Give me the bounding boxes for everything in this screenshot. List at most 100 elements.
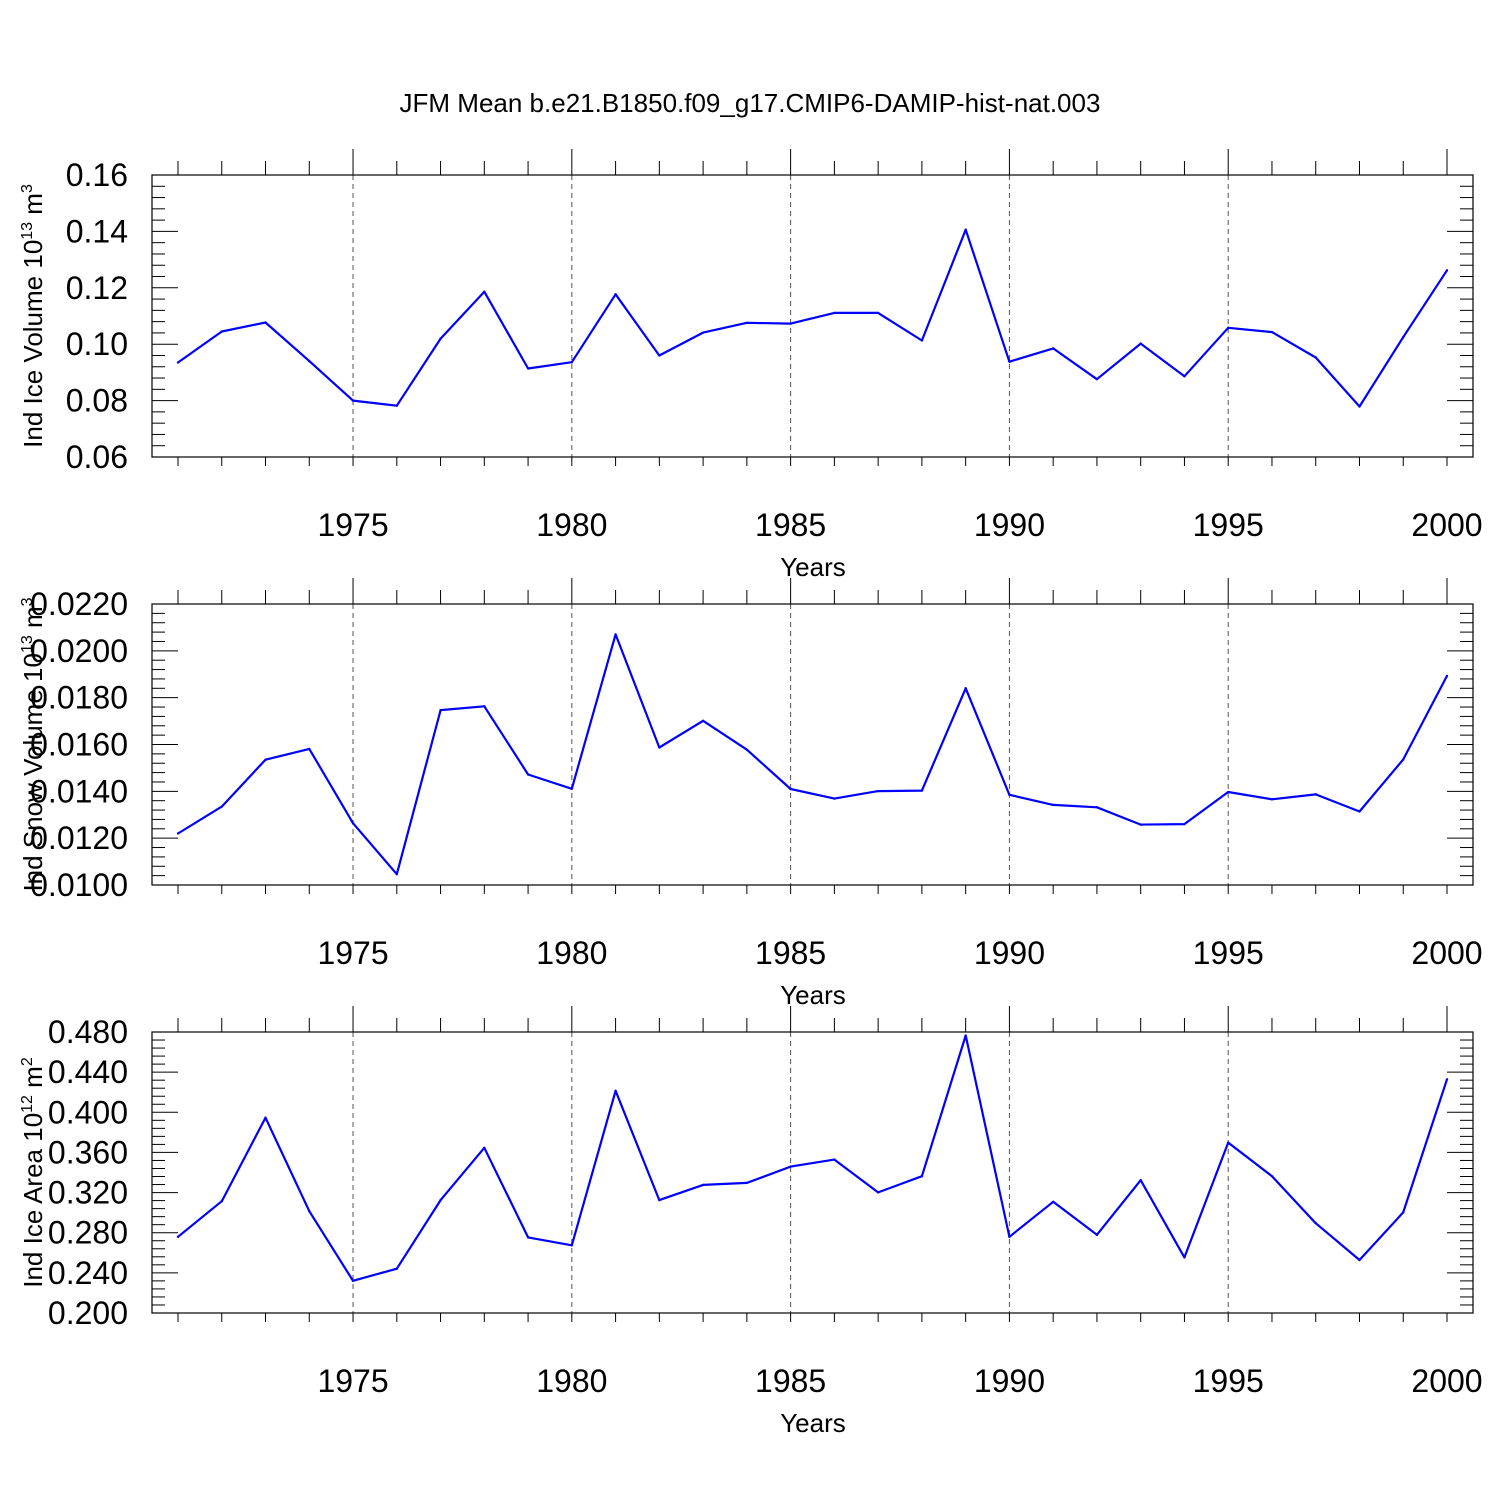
data-point: [789, 1165, 792, 1168]
x-tick-label: 1980: [536, 507, 607, 543]
y-tick-label: 0.0180: [30, 680, 128, 716]
data-point: [351, 399, 355, 402]
data-point: [614, 1089, 617, 1093]
y-tick-label: 0.400: [48, 1094, 128, 1130]
y-tick-label: 0.06: [66, 439, 128, 475]
x-tick-label: 1990: [974, 935, 1045, 971]
x-tick-label: 1990: [974, 507, 1045, 543]
y-tick-label: 0.360: [48, 1134, 128, 1170]
plot-frame: [151, 1031, 1474, 1314]
data-point: [570, 1244, 574, 1247]
data-point: [351, 1279, 355, 1282]
data-point: [701, 331, 705, 334]
data-point: [920, 789, 924, 792]
x-tick-label: 1995: [1193, 507, 1264, 543]
y-tick-label: 0.320: [48, 1175, 128, 1211]
y-tick-label: 0.280: [48, 1215, 128, 1251]
data-point: [876, 789, 880, 793]
data-point: [964, 687, 967, 690]
y-tick-label: 0.0160: [30, 727, 128, 763]
data-point: [1051, 803, 1055, 807]
y-tick-label: 0.12: [66, 270, 128, 306]
x-tick-label: 2000: [1411, 507, 1482, 543]
x-tick-label: 1985: [755, 935, 826, 971]
data-point: [439, 708, 442, 712]
chart-title: JFM Mean b.e21.B1850.f09_g17.CMIP6-DAMIP…: [400, 88, 1101, 118]
y-tick-label: 0.0140: [30, 773, 128, 809]
data-point: [1183, 375, 1186, 378]
data-point: [833, 1158, 836, 1161]
data-point: [483, 290, 486, 293]
data-point: [176, 1235, 180, 1239]
data-point: [1402, 335, 1405, 339]
data-point: [833, 797, 836, 800]
y-tick-label: 0.0100: [30, 867, 128, 903]
y-tick-label: 0.0120: [30, 820, 128, 856]
data-point: [745, 748, 749, 751]
data-point: [1095, 806, 1099, 809]
data-point: [1445, 674, 1449, 678]
x-tick-label: 1980: [536, 935, 607, 971]
y-tick-label: 0.440: [48, 1054, 128, 1090]
y-axis-label: Ind Ice Volume 1013 m3: [18, 184, 48, 448]
data-point: [220, 330, 223, 333]
chart-panel-1: 1975 1980 1985 1990 1995 2000 Years 0.06 0.08 0.1…: [18, 149, 1483, 582]
data-point: [1314, 1221, 1317, 1225]
data-point: [570, 361, 574, 364]
data-point: [789, 322, 792, 325]
y-tick-label: 0.0200: [30, 633, 128, 669]
data-point: [1051, 347, 1055, 350]
x-tick-label: 1975: [317, 1363, 388, 1399]
x-tick-label: 1995: [1193, 1363, 1264, 1399]
data-point: [1139, 342, 1142, 345]
data-point: [1270, 798, 1274, 801]
plot-frame: [151, 603, 1474, 886]
y-tick-label: 0.200: [48, 1295, 128, 1331]
data-point: [1183, 822, 1186, 826]
data-point: [395, 1267, 398, 1270]
y-tick-label: 0.08: [66, 383, 128, 419]
data-point: [1183, 1256, 1186, 1259]
chart-panel-2: 1975 1980 1985 1990 1995 2000 Years 0.0100 0.012…: [18, 578, 1483, 1010]
x-tick-label: 1980: [536, 1363, 607, 1399]
data-point: [658, 746, 661, 749]
data-point: [483, 1146, 486, 1150]
data-point: [1270, 330, 1274, 334]
data-point: [876, 1191, 880, 1194]
data-point: [701, 719, 705, 723]
data-point: [1051, 1200, 1055, 1204]
data-point: [351, 821, 355, 825]
data-point: [1139, 1179, 1142, 1182]
series-line: [177, 1034, 1449, 1282]
data-point: [1270, 1175, 1274, 1178]
y-axis-label: Ind Ice Area 1012 m2: [18, 1057, 48, 1288]
x-axis-label: Years: [780, 552, 846, 582]
x-axis-label: Years: [780, 1408, 846, 1438]
y-tick-label: 0.16: [66, 157, 128, 193]
data-point: [264, 1116, 267, 1119]
data-point: [220, 1200, 223, 1203]
data-point: [526, 367, 530, 370]
x-tick-label: 1990: [974, 1363, 1045, 1399]
data-point: [308, 747, 311, 751]
y-tick-label: 0.240: [48, 1255, 128, 1291]
data-point: [701, 1183, 705, 1187]
plot-frame: [151, 174, 1474, 458]
data-point: [1358, 1258, 1361, 1262]
series-line: [177, 228, 1448, 408]
data-point: [614, 633, 617, 636]
y-axis-label: Ind Snow Volume 1013 m3: [18, 597, 48, 891]
data-point: [1008, 1235, 1011, 1239]
data-point: [483, 705, 486, 708]
data-point: [264, 758, 267, 761]
data-point: [1314, 356, 1317, 359]
data-point: [176, 361, 180, 364]
x-tick-label: 1985: [755, 1363, 826, 1399]
data-point: [1445, 269, 1449, 272]
data-point: [614, 293, 617, 296]
y-tick-label: 0.0220: [30, 586, 128, 622]
x-tick-label: 1975: [317, 935, 388, 971]
x-tick-label: 1975: [317, 507, 388, 543]
data-point: [1008, 360, 1011, 363]
